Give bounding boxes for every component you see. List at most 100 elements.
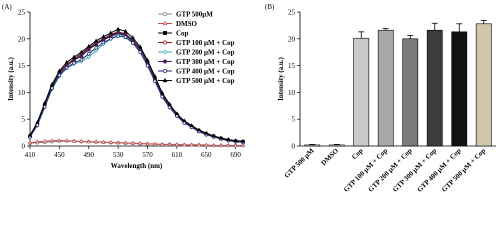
marker [174,111,180,116]
x-tick-label: GTP 400 μM + Cop [416,147,463,194]
marker [152,73,157,78]
marker [138,140,143,145]
marker [116,140,121,145]
marker [86,54,91,60]
marker [64,59,69,64]
marker [93,38,99,43]
marker [196,142,202,147]
marker [163,59,167,64]
y-tick-label: 25 [18,9,26,17]
marker [72,61,76,65]
error-bar [431,22,438,31]
marker [101,139,106,144]
marker [182,118,187,123]
marker [163,40,167,45]
marker [108,30,113,35]
marker [160,90,165,95]
marker [138,50,142,54]
legend-label: DMSO [176,20,198,28]
x-tick-label: 450 [54,151,65,159]
marker [71,54,77,59]
error-bar [382,28,389,31]
bar [426,29,443,147]
marker [79,49,84,54]
y-tick-label: 20 [288,35,296,43]
marker [163,69,167,73]
error-bar [407,35,414,39]
figure: (A) (B) 0 5 10 15 20 25 Intensity (a.u.) 410 450… [2,3,496,194]
marker [109,37,113,41]
marker [233,138,238,143]
marker [35,120,40,124]
marker [218,135,224,140]
marker [145,63,150,68]
error-bar [480,20,487,24]
legend-label: GTP 200 μM + Cop [176,48,235,56]
marker [108,139,113,144]
marker [174,141,180,146]
marker [116,30,120,35]
marker [79,53,84,58]
x-tick-label: Cop [350,147,365,162]
error-bar [333,143,340,145]
marker [226,143,231,147]
marker [116,34,120,38]
error-bar [456,23,463,32]
y-tick-label: 10 [18,89,26,97]
x-axis-label: Wavelength (nm) [111,162,163,170]
marker [79,138,84,143]
marker [167,101,172,106]
legend-label: GTP 500 μM + Cop [176,77,235,85]
marker [240,143,246,147]
marker [57,68,62,73]
marker [182,142,187,147]
bar [475,23,492,147]
legend-label: GTP 100 μM + Cop [176,39,235,47]
marker [123,28,128,33]
marker [57,73,62,77]
x-tick-label: GTP 200 μM + Cop [367,147,414,194]
marker [145,57,150,62]
marker [211,133,216,138]
y-tick-label: 15 [18,62,26,70]
marker [72,57,76,62]
bar [328,144,345,147]
x-tick-label: 610 [172,151,183,159]
marker [233,143,238,147]
marker [138,44,143,49]
bar [377,29,394,147]
marker [35,139,40,144]
marker [94,48,98,53]
marker [101,40,106,45]
marker [196,127,202,132]
marker [49,138,55,143]
marker [153,79,157,83]
marker [204,130,209,135]
marker [42,138,47,143]
marker [64,65,69,70]
y-tick-label: 0 [292,143,296,151]
x-tick-label: GTP 500 μM [283,146,316,179]
x-tick-label: 410 [25,151,36,159]
y-tick-label: 0 [22,143,26,151]
bar [353,37,370,147]
marker [162,77,168,83]
marker [162,49,168,55]
marker [79,57,84,62]
y-tick-label: 5 [22,116,26,124]
marker [27,132,33,137]
marker [152,141,157,146]
marker [211,143,216,147]
x-tick-label: 650 [201,151,212,159]
y-tick-label: 5 [292,116,296,124]
marker [101,34,106,39]
bar [402,38,419,147]
marker [226,137,231,142]
y-axis-label: Intensity (a.u.) [277,56,285,100]
marker [189,123,194,128]
error-bar [358,31,365,39]
x-tick-label: GTP 300 μM + Cop [391,147,438,194]
panel-label: (B) [265,3,275,11]
marker [240,138,246,143]
y-tick-label: 10 [288,89,296,97]
